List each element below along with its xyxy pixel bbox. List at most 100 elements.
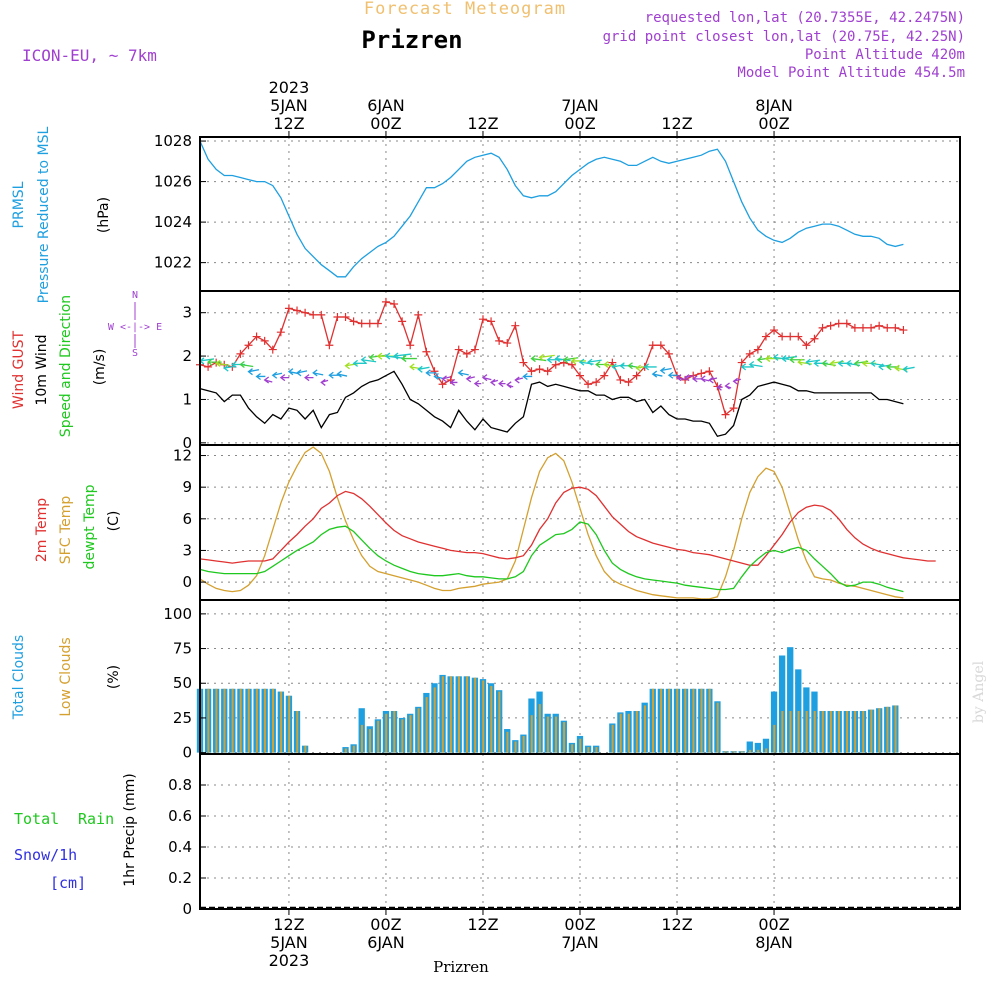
wind-gust-marker bbox=[317, 310, 326, 319]
wind-gust-marker bbox=[899, 326, 908, 335]
low-cloud-bar bbox=[813, 710, 816, 753]
low-cloud-bar bbox=[854, 710, 857, 753]
wind-gust-marker bbox=[301, 308, 310, 317]
grid-lines bbox=[200, 137, 960, 910]
wind-direction-arrow bbox=[530, 355, 547, 363]
wind-direction-arrow bbox=[570, 357, 586, 365]
wind-direction-arrow bbox=[360, 356, 377, 364]
y-tick-label: 6 bbox=[182, 510, 192, 528]
low-cloud-bar bbox=[724, 751, 727, 753]
wind-gust-marker bbox=[204, 362, 213, 371]
wind-gust-marker bbox=[664, 349, 673, 358]
low-cloud-bar bbox=[894, 705, 897, 753]
wind-gust-marker bbox=[592, 378, 601, 387]
wind-gust-marker bbox=[737, 358, 746, 367]
time-label-bottom: 6JAN bbox=[367, 933, 405, 952]
wind-direction-arrow bbox=[247, 368, 260, 376]
wind-direction-arrow bbox=[271, 371, 283, 379]
low-cloud-bar bbox=[304, 745, 307, 753]
temp-dewpt-label: dewpt Temp bbox=[82, 484, 98, 569]
wind-direction-arrow bbox=[368, 353, 386, 361]
low-cloud-bar bbox=[401, 719, 404, 753]
low-cloud-bar bbox=[692, 688, 695, 753]
wind-gust-marker bbox=[349, 317, 358, 326]
wind-direction-arrow bbox=[732, 377, 741, 385]
low-cloud-bar bbox=[288, 695, 291, 753]
y-tick-label: 1 bbox=[182, 390, 192, 408]
watermark: by Angel bbox=[971, 660, 987, 723]
y-tick-label: 1026 bbox=[154, 173, 192, 191]
wind-gust-marker bbox=[858, 323, 867, 332]
wind-gust-marker bbox=[697, 369, 706, 378]
time-label-top: 6JAN bbox=[367, 96, 405, 115]
time-label-top: 12Z bbox=[273, 114, 304, 133]
low-cloud-bar bbox=[514, 741, 517, 753]
y-tick-label: 2 bbox=[182, 347, 192, 365]
wind-gust-marker bbox=[293, 306, 302, 315]
wind-direction-arrow bbox=[781, 355, 798, 363]
low-cloud-bar bbox=[740, 751, 743, 753]
wind-gust-marker bbox=[276, 328, 285, 337]
time-label-bottom: 5JAN bbox=[270, 933, 308, 952]
low-cloud-bar bbox=[466, 676, 469, 753]
wind-gust-marker bbox=[333, 313, 342, 322]
wind-gust-marker bbox=[794, 332, 803, 341]
time-label-top: 00Z bbox=[758, 114, 789, 133]
y-tick-label: 1022 bbox=[154, 254, 192, 272]
low-cloud-bar bbox=[433, 687, 436, 753]
wind-gust-marker bbox=[761, 332, 770, 341]
low-cloud-bar bbox=[223, 688, 226, 753]
wind-gust-marker bbox=[745, 349, 754, 358]
wind-gust-marker bbox=[252, 332, 261, 341]
time-label-bottom: 7JAN bbox=[561, 933, 599, 952]
time-label-bottom: 00Z bbox=[564, 915, 595, 934]
wind-direction-arrow bbox=[538, 353, 555, 361]
wind-direction-arrow bbox=[740, 363, 754, 371]
low-cloud-bar bbox=[554, 716, 558, 753]
wind-direction-arrow bbox=[684, 374, 694, 382]
low-cloud-bar bbox=[821, 710, 824, 753]
wind-gust-marker bbox=[373, 319, 382, 328]
time-label-bottom: 00Z bbox=[758, 915, 789, 934]
wind-direction-arrow bbox=[902, 365, 915, 373]
low-cloud-bar bbox=[409, 715, 412, 753]
low-cloud-bar bbox=[385, 713, 388, 753]
wind-direction-arrow bbox=[207, 358, 222, 366]
wind-direction-arrow bbox=[869, 359, 885, 367]
wind-gust-marker bbox=[511, 321, 520, 330]
y-tick-label: 1028 bbox=[154, 132, 192, 150]
precip-unit-label: 1hr Precip (mm) bbox=[122, 773, 138, 886]
compass-north: N bbox=[132, 290, 138, 301]
wind-direction-arrow bbox=[417, 365, 430, 373]
temp-unit-label: (C) bbox=[106, 511, 122, 532]
compass-we: W <-|-> E bbox=[108, 322, 162, 333]
wind-direction-arrow bbox=[215, 359, 230, 367]
wind-gust-marker bbox=[357, 319, 366, 328]
low-cloud-bar bbox=[344, 748, 347, 753]
wind-10m-label: 10m Wind bbox=[34, 334, 50, 405]
requested-coords: requested lon,lat (20.7355E, 42.2475N) bbox=[645, 10, 965, 26]
wind-gust-marker bbox=[422, 347, 431, 356]
low-cloud-bar bbox=[239, 688, 242, 753]
time-label-top: 5JAN bbox=[270, 96, 308, 115]
wind-gust-marker bbox=[705, 367, 714, 376]
axes: 10221024102610280123036912025507510000.2… bbox=[154, 78, 961, 970]
wind-direction-arrow bbox=[255, 372, 266, 380]
low-cloud-bar bbox=[417, 708, 420, 753]
low-cloud-bar bbox=[272, 688, 275, 753]
low-cloud-bar bbox=[393, 710, 396, 753]
wind-direction-arrow bbox=[756, 356, 773, 364]
wind-gust-marker bbox=[487, 317, 496, 326]
low-cloud-bar bbox=[611, 724, 614, 753]
wind-gust-marker bbox=[381, 297, 390, 306]
wind-direction-arrow bbox=[506, 381, 514, 389]
wind-gust-marker bbox=[810, 334, 819, 343]
low-cloud-bar bbox=[425, 697, 428, 753]
wind-gust-marker bbox=[786, 332, 795, 341]
wind-gust-marker bbox=[535, 365, 544, 374]
low-cloud-bar bbox=[296, 710, 299, 753]
total-cloud-bar bbox=[746, 741, 753, 753]
temp-2m-label: 2m Temp bbox=[34, 498, 50, 562]
wind-gust-marker bbox=[503, 339, 512, 348]
wind-gust-marker bbox=[584, 380, 593, 389]
